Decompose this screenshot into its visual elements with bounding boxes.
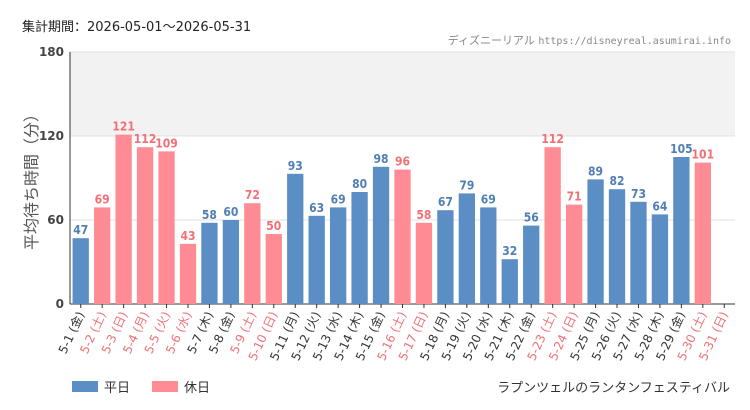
period-range: 2026-05-01～2026-05-31 [87, 20, 252, 35]
bar [115, 134, 132, 304]
bar [308, 215, 325, 304]
data-label: 101 [692, 148, 715, 162]
shaded-band [70, 52, 735, 136]
bar [608, 189, 626, 304]
bar [523, 225, 540, 304]
y-tick-label: 180 [39, 45, 64, 59]
bar [565, 204, 583, 304]
site-credit: ディズニーリアル https://disneyreal.asumirai.inf… [448, 32, 731, 48]
bar [351, 192, 368, 304]
bar [265, 234, 282, 304]
data-label: 43 [180, 229, 195, 243]
bar [222, 220, 240, 304]
legend-swatch-holiday [152, 381, 179, 392]
bar [158, 151, 175, 304]
bar [587, 179, 604, 304]
data-label: 47 [73, 223, 88, 237]
bar [673, 157, 690, 304]
bar [394, 169, 411, 304]
bar [630, 201, 647, 304]
bar [651, 214, 669, 304]
data-label: 105 [670, 142, 693, 156]
data-label: 60 [223, 205, 238, 219]
data-label: 73 [631, 187, 646, 201]
legend-item-weekday[interactable]: 平日 [72, 377, 130, 396]
bar [480, 207, 497, 304]
bar [437, 210, 454, 304]
legend-swatch-weekday [72, 381, 98, 392]
y-tick-label: 120 [39, 129, 64, 143]
data-label: 82 [610, 174, 625, 188]
data-label: 71 [567, 190, 582, 204]
data-label: 93 [288, 159, 303, 173]
data-label: 69 [481, 192, 496, 206]
bar [415, 222, 433, 304]
y-tick-label: 0 [56, 297, 64, 311]
period-header: 集計期間：2026-05-01～2026-05-31 [22, 16, 251, 35]
bar [179, 243, 197, 304]
y-tick-label: 60 [47, 213, 64, 227]
data-label: 98 [374, 152, 389, 166]
bar [544, 147, 561, 304]
data-label: 80 [352, 177, 367, 191]
data-label: 72 [245, 188, 260, 202]
period-label: 集計期間： [22, 20, 88, 35]
data-label: 69 [331, 192, 346, 206]
data-label: 69 [95, 192, 110, 206]
data-label: 89 [588, 164, 603, 178]
bar [287, 173, 304, 304]
bar [136, 147, 154, 304]
legend: 平日 休日 [72, 377, 232, 396]
bar [244, 203, 261, 304]
data-label: 63 [309, 201, 324, 215]
legend-label-weekday: 平日 [104, 381, 131, 396]
data-label: 64 [652, 199, 668, 213]
legend-item-holiday[interactable]: 休日 [152, 377, 210, 396]
legend-label-holiday: 休日 [184, 381, 211, 396]
attraction-name: ラプンツェルのランタンフェスティバル [497, 381, 730, 396]
bar [372, 166, 390, 304]
data-label: 96 [395, 155, 410, 169]
data-label: 32 [502, 244, 517, 258]
data-label: 50 [266, 219, 281, 233]
bar [458, 193, 476, 304]
data-label: 79 [459, 178, 474, 192]
bar [72, 238, 89, 304]
data-label: 112 [541, 132, 564, 146]
credit-site-name: ディズニーリアル [447, 34, 535, 47]
data-label: 56 [524, 211, 539, 225]
data-label: 121 [112, 120, 135, 134]
bar [201, 222, 218, 304]
data-label: 109 [155, 136, 178, 150]
credit-url[interactable]: https://disneyreal.asumirai.info [538, 36, 731, 47]
bar [501, 259, 518, 304]
bar [329, 207, 347, 304]
bar [94, 207, 111, 304]
bar [694, 162, 711, 304]
data-label: 58 [416, 208, 431, 222]
data-label: 112 [134, 132, 157, 146]
data-label: 58 [202, 208, 217, 222]
data-label: 67 [438, 195, 453, 209]
